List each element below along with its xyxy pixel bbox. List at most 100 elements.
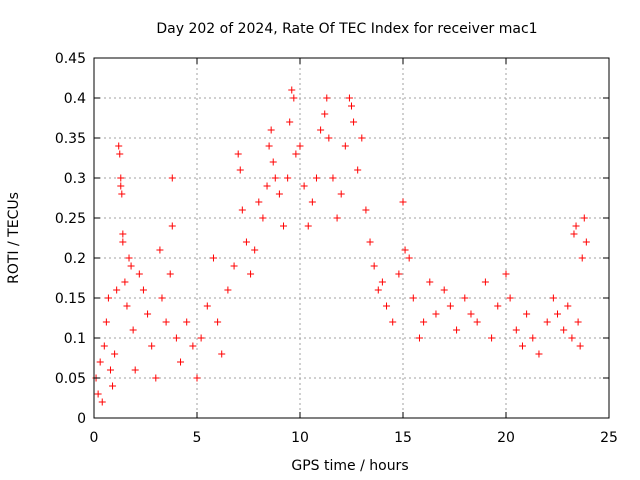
y-tick-label: 0.35 bbox=[55, 131, 86, 147]
data-point bbox=[354, 166, 362, 174]
grid-lines bbox=[94, 58, 609, 418]
y-tick-label: 0.4 bbox=[64, 91, 86, 107]
x-tick-label: 15 bbox=[394, 430, 412, 446]
data-point bbox=[502, 270, 510, 278]
y-tick-labels: 0 0.05 0.1 0.15 0.2 0.25 0.3 0.35 0.4 0.45 bbox=[55, 51, 86, 427]
data-point bbox=[348, 102, 355, 110]
data-point bbox=[168, 222, 176, 230]
data-point bbox=[572, 222, 580, 230]
data-point bbox=[420, 318, 428, 326]
data-point bbox=[265, 142, 273, 150]
data-point bbox=[300, 182, 308, 190]
data-point bbox=[267, 126, 275, 134]
data-point bbox=[251, 246, 259, 254]
data-point bbox=[461, 294, 469, 302]
data-point bbox=[582, 238, 590, 246]
data-point bbox=[197, 334, 205, 342]
data-point bbox=[224, 286, 232, 294]
data-point bbox=[576, 342, 584, 350]
data-point bbox=[203, 302, 211, 310]
x-tick-label: 20 bbox=[497, 430, 515, 446]
data-point bbox=[127, 262, 135, 270]
data-point bbox=[116, 150, 124, 158]
data-point bbox=[568, 334, 576, 342]
data-point bbox=[341, 142, 349, 150]
plot-frame bbox=[93, 57, 610, 419]
data-point bbox=[242, 238, 250, 246]
x-tick-label: 25 bbox=[600, 430, 618, 446]
data-point bbox=[259, 214, 267, 222]
data-point bbox=[168, 174, 176, 182]
data-point bbox=[549, 294, 557, 302]
data-point bbox=[337, 190, 345, 198]
data-point bbox=[317, 126, 325, 134]
data-point bbox=[230, 262, 238, 270]
y-tick-label: 0.1 bbox=[64, 331, 86, 347]
axis-ticks bbox=[93, 57, 610, 419]
data-point bbox=[535, 350, 543, 358]
data-point bbox=[473, 318, 481, 326]
data-point bbox=[321, 110, 329, 118]
data-point bbox=[506, 294, 514, 302]
data-point bbox=[214, 318, 222, 326]
data-point bbox=[512, 326, 520, 334]
data-point bbox=[148, 342, 156, 350]
x-tick-label: 10 bbox=[291, 430, 309, 446]
y-tick-label: 0.25 bbox=[55, 211, 86, 227]
data-point bbox=[401, 246, 409, 254]
y-tick-label: 0.15 bbox=[55, 291, 86, 307]
data-point bbox=[115, 142, 123, 150]
data-point bbox=[129, 326, 137, 334]
data-point bbox=[296, 142, 304, 150]
data-point bbox=[189, 342, 197, 350]
data-point bbox=[488, 334, 496, 342]
data-point bbox=[481, 278, 489, 286]
data-point bbox=[409, 294, 417, 302]
data-point bbox=[366, 238, 374, 246]
data-point bbox=[543, 318, 551, 326]
data-point bbox=[399, 198, 407, 206]
data-point bbox=[271, 174, 279, 182]
x-axis-label: GPS time / hours bbox=[291, 458, 408, 474]
data-point bbox=[529, 334, 537, 342]
data-point bbox=[564, 302, 572, 310]
data-point bbox=[284, 174, 292, 182]
data-point bbox=[292, 150, 300, 158]
data-point bbox=[288, 86, 296, 94]
data-points bbox=[92, 86, 590, 406]
data-point bbox=[329, 174, 337, 182]
data-point bbox=[135, 270, 143, 278]
data-point bbox=[389, 318, 397, 326]
data-point bbox=[218, 350, 226, 358]
data-point bbox=[106, 366, 114, 374]
data-point bbox=[325, 134, 333, 142]
data-point bbox=[446, 302, 454, 310]
data-point bbox=[453, 326, 461, 334]
data-point bbox=[415, 334, 423, 342]
data-point bbox=[123, 302, 131, 310]
x-tick-label: 5 bbox=[193, 430, 202, 446]
y-axis-label: ROTI / TECUs bbox=[6, 192, 22, 284]
data-point bbox=[362, 206, 370, 214]
data-point bbox=[144, 310, 152, 318]
data-point bbox=[578, 254, 586, 262]
data-point bbox=[290, 94, 298, 102]
data-point bbox=[166, 270, 174, 278]
data-point bbox=[119, 230, 127, 238]
data-point bbox=[333, 214, 341, 222]
data-point bbox=[580, 214, 588, 222]
data-point bbox=[308, 198, 316, 206]
y-tick-label: 0.2 bbox=[64, 251, 86, 267]
data-point bbox=[560, 326, 568, 334]
data-point bbox=[117, 182, 125, 190]
data-point bbox=[570, 230, 578, 238]
data-point bbox=[131, 366, 139, 374]
data-point bbox=[183, 318, 191, 326]
data-point bbox=[523, 310, 531, 318]
data-point bbox=[263, 182, 271, 190]
data-point bbox=[395, 270, 403, 278]
data-point bbox=[345, 94, 353, 102]
data-point bbox=[236, 166, 244, 174]
data-point bbox=[121, 278, 129, 286]
